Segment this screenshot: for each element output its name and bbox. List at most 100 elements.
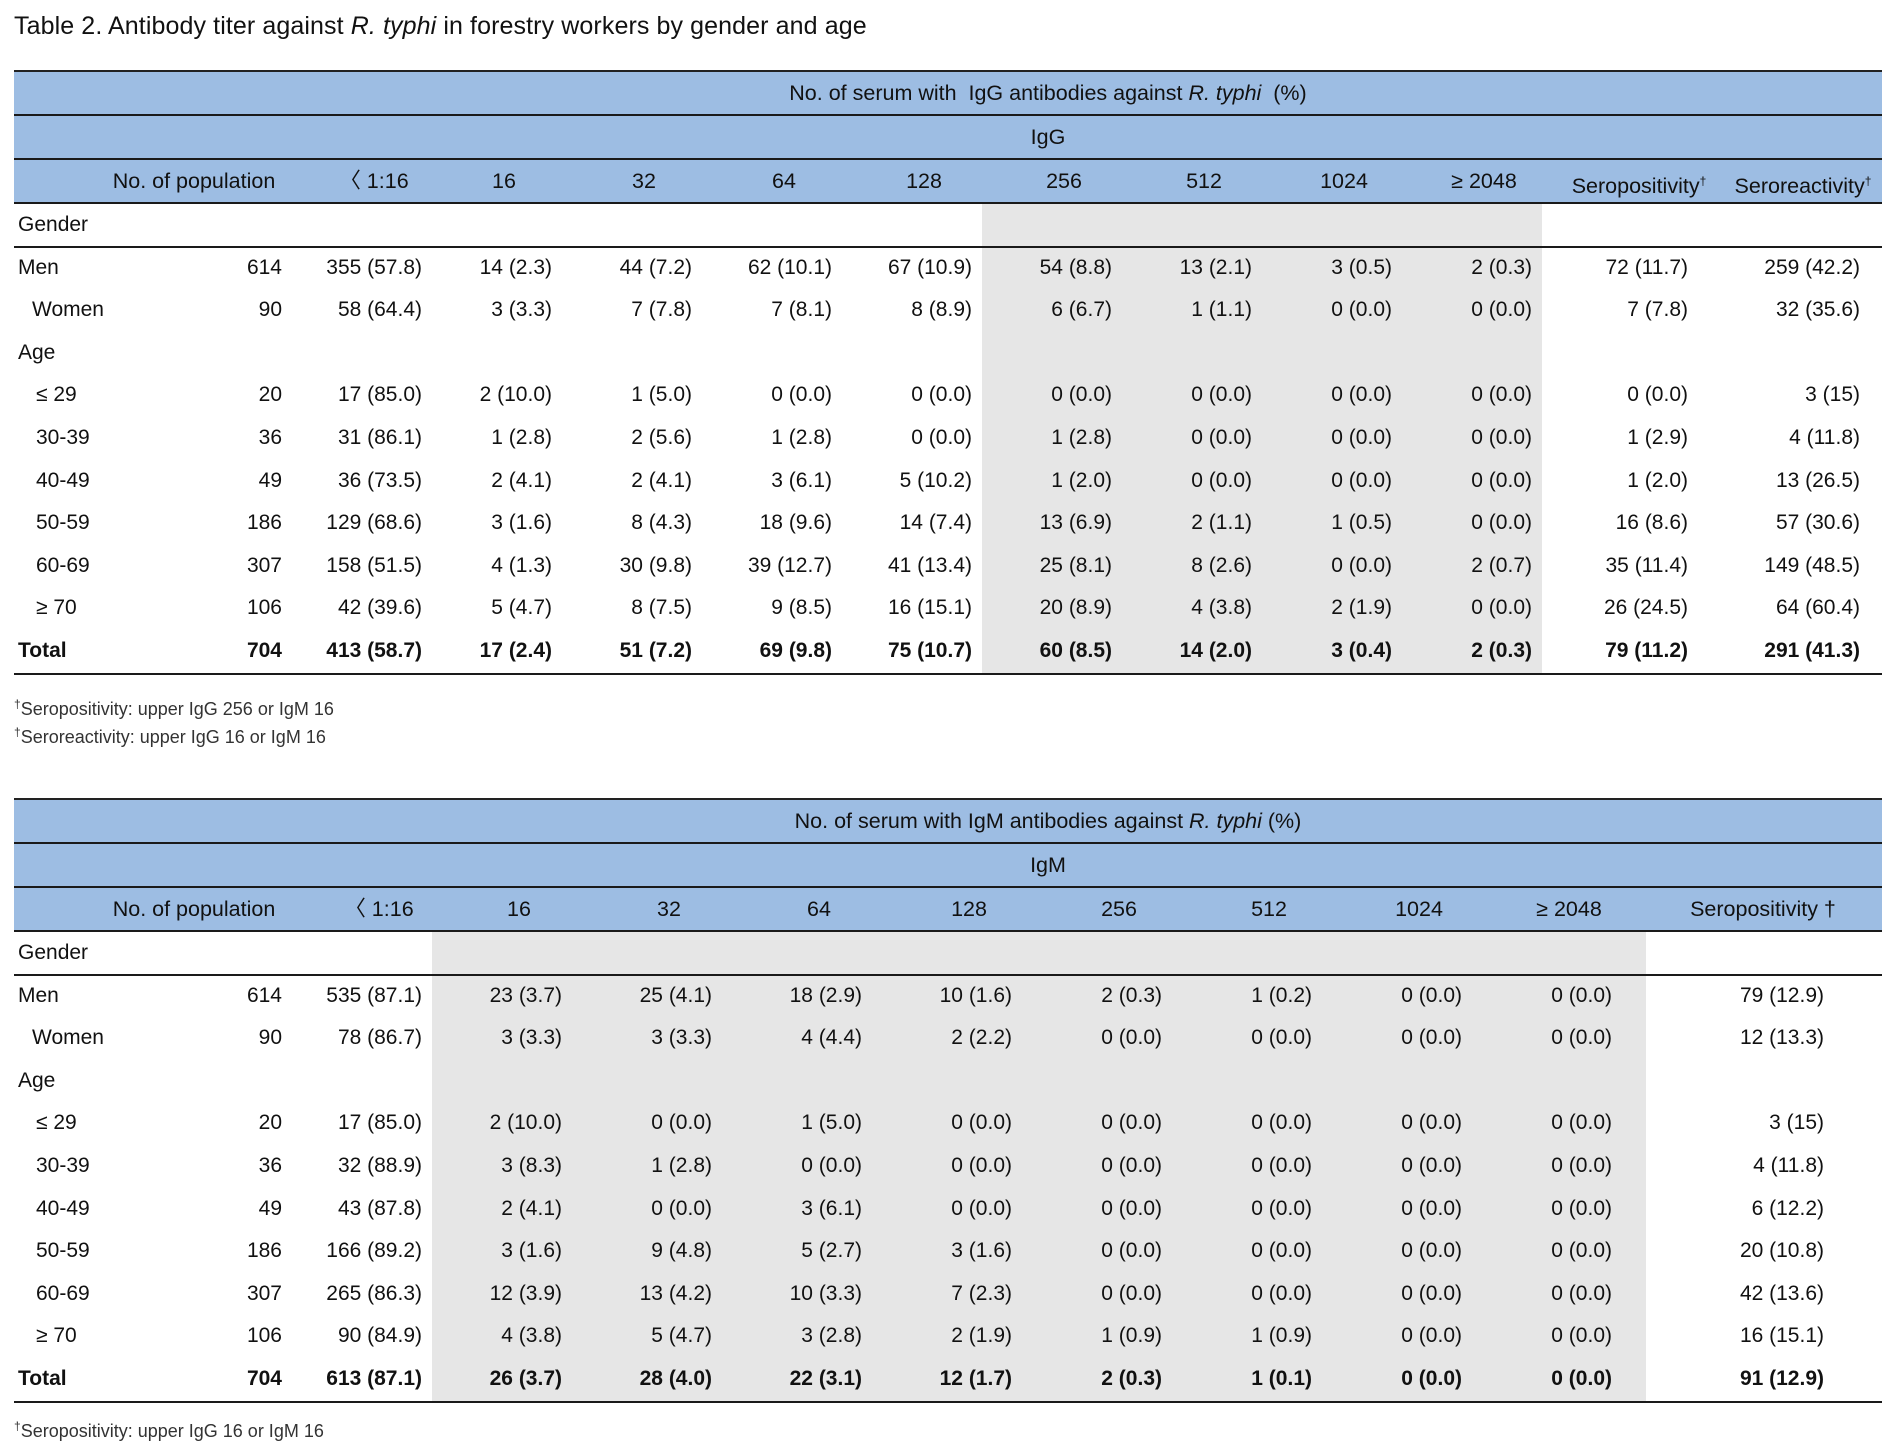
igm-age-row-4-cell-10: 42 (13.6): [1739, 1281, 1824, 1305]
igm-gender-row-0-label: Men: [18, 983, 59, 1007]
igm-age-row-4: 60-69 307 265 (86.3) 12 (3.9) 13 (4.2) 10 (3.…: [14, 1273, 1882, 1315]
igg-age-row-4-cell-9: 2 (0.7): [1471, 553, 1532, 577]
igg-age-row-4-cell-3: 30 (9.8): [619, 553, 692, 577]
igg-age-row-3-cell-8: 1 (0.5): [1331, 511, 1392, 535]
igg-age-row-4-cell-7: 8 (2.6): [1191, 553, 1252, 577]
igg-total-row-cell-0: 704: [246, 639, 282, 662]
igg-age-row-4-cell-1: 158 (51.5): [326, 553, 422, 577]
igg-gender-row-0-cell-1: 355 (57.8): [326, 255, 422, 279]
igg-super-header-row: No. of serum with IgG antibodies against…: [14, 72, 1882, 116]
igg-age-row-4-cell-5: 41 (13.4): [887, 553, 972, 577]
igm-gender-row-0-cell-7: 1 (0.2): [1251, 983, 1312, 1007]
igg-gender-row-1-cell-9: 0 (0.0): [1471, 298, 1532, 322]
igg-age-row-3-cell-3: 8 (4.3): [631, 511, 692, 535]
igg-gender-row-1-cell-4: 7 (8.1): [771, 298, 832, 322]
igm-table: No. of serum with IgM antibodies against…: [14, 798, 1882, 1405]
igm-sub-caption: IgM: [1030, 853, 1066, 877]
igg-total-row-cell-2: 17 (2.4): [479, 639, 552, 662]
igg-age-row-3: 50-59 186 129 (68.6) 3 (1.6) 8 (4.3) 18 (9.6)…: [14, 502, 1882, 544]
igm-total-row-cell-6: 2 (0.3): [1101, 1367, 1162, 1390]
igg-age-row-2-cell-7: 0 (0.0): [1191, 468, 1252, 492]
igm-gender-row-1-cell-7: 0 (0.0): [1251, 1026, 1312, 1050]
igg-gender-row-0-cell-0: 614: [246, 255, 282, 279]
igg-col-header-1: 〈 1:16: [339, 169, 409, 193]
igm-gender-row-0-cell-8: 0 (0.0): [1401, 983, 1462, 1007]
igg-age-row-1-cell-11: 4 (11.8): [1789, 426, 1860, 449]
igm-age-row-0-cell-9: 0 (0.0): [1551, 1111, 1612, 1135]
igm-age-row-0-cell-3: 0 (0.0): [651, 1111, 712, 1135]
igm-age-row-0-cell-8: 0 (0.0): [1401, 1111, 1462, 1135]
title-organism: R. typhi: [350, 12, 437, 40]
igg-age-row-2-cell-3: 2 (4.1): [631, 468, 692, 492]
igm-section-age: Age: [14, 1060, 1882, 1102]
igm-gender-row-0-cell-9: 0 (0.0): [1551, 983, 1612, 1007]
igm-age-row-1-cell-5: 0 (0.0): [951, 1154, 1012, 1177]
igm-age-row-0: ≤ 29 20 17 (85.0) 2 (10.0) 0 (0.0) 1 (5.0) 0 (…: [14, 1102, 1882, 1144]
igm-age-row-1-cell-6: 0 (0.0): [1101, 1154, 1162, 1177]
igm-age-row-4-cell-7: 0 (0.0): [1251, 1281, 1312, 1305]
igg-section-age: Age: [14, 332, 1882, 374]
igm-col-header-9: ≥ 2048: [1536, 897, 1602, 921]
igg-age-row-1-cell-7: 0 (0.0): [1191, 426, 1252, 449]
igg-total-row-cell-10: 79 (11.2): [1605, 639, 1688, 662]
igg-total-row-cell-9: 2 (0.3): [1471, 639, 1532, 662]
igm-col-header-0: No. of population: [112, 897, 276, 921]
igg-age-row-5-cell-5: 16 (15.1): [887, 596, 972, 620]
igm-age-row-3: 50-59 186 166 (89.2) 3 (1.6) 9 (4.8) 5 (2.7) 3…: [14, 1230, 1882, 1272]
igg-col-header-2: 16: [492, 169, 516, 193]
igm-age-row-1-cell-4: 0 (0.0): [801, 1154, 862, 1177]
igm-age-row-3-cell-8: 0 (0.0): [1401, 1239, 1462, 1263]
igg-age-row-3-cell-2: 3 (1.6): [491, 511, 552, 535]
igm-age-row-5-cell-3: 5 (4.7): [651, 1324, 712, 1348]
igg-age-row-5-cell-0: 106: [246, 596, 282, 620]
igg-header: No. of serum with IgG antibodies against…: [14, 70, 1882, 204]
igm-age-row-5-cell-6: 1 (0.9): [1101, 1324, 1162, 1348]
igm-age-row-4-cell-6: 0 (0.0): [1101, 1281, 1162, 1305]
igg-age-row-5-cell-3: 8 (7.5): [631, 596, 692, 620]
igm-col-header-7: 512: [1251, 897, 1287, 921]
igm-age-row-3-label: 50-59: [36, 1239, 90, 1263]
igm-gender-rule: [14, 973, 1882, 976]
igg-col-header-10: Seropositivity†: [1571, 174, 1707, 199]
igg-age-row-2-cell-5: 5 (10.2): [899, 468, 972, 492]
igm-age-row-0-cell-4: 1 (5.0): [801, 1111, 862, 1135]
igm-shaded-band: [432, 932, 1646, 1401]
igm-age-row-1-label: 30-39: [36, 1154, 90, 1177]
igg-age-row-0-cell-11: 3 (15): [1805, 383, 1860, 407]
igm-sub-header-row: IgM: [14, 844, 1882, 888]
igm-gender-row-1-cell-5: 2 (2.2): [951, 1026, 1012, 1050]
igg-age-row-2-cell-11: 13 (26.5): [1775, 468, 1860, 492]
igm-total-row-cell-3: 28 (4.0): [639, 1367, 712, 1390]
igg-col-header-9: ≥ 2048: [1451, 169, 1517, 193]
igg-age-row-0-label: ≤ 29: [36, 383, 77, 407]
igg-gender-row-0-cell-8: 3 (0.5): [1331, 255, 1392, 279]
igm-age-row-4-cell-2: 12 (3.9): [489, 1281, 562, 1305]
igg-age-row-4-cell-11: 149 (48.5): [1764, 553, 1860, 577]
igm-total-row-cell-4: 22 (3.1): [789, 1367, 862, 1390]
table-title: Table 2. Antibody titer against R. typhi…: [14, 12, 867, 40]
igg-age-row-3-cell-10: 16 (8.6): [1615, 511, 1688, 535]
igg-super-caption: No. of serum with IgG antibodies against…: [789, 81, 1307, 105]
igm-gender-row-1-cell-4: 4 (4.4): [801, 1026, 862, 1050]
igg-bottom-rule: [14, 672, 1882, 675]
igm-gender-row-1-cell-0: 90: [258, 1026, 282, 1050]
igg-age-row-3-cell-6: 13 (6.9): [1039, 511, 1112, 535]
igm-footnotes: †Seropositivity: upper IgG 16 or IgM 16: [14, 1412, 324, 1441]
igm-age-row-3-cell-9: 0 (0.0): [1551, 1239, 1612, 1263]
igg-total-row-cell-7: 14 (2.0): [1179, 639, 1252, 662]
igg-age-row-0: ≤ 29 20 17 (85.0) 2 (10.0) 1 (5.0) 0 (0.0) 0 (…: [14, 374, 1882, 416]
igg-col-header-0: No. of population: [112, 169, 276, 193]
igm-gender-row-0-cell-4: 18 (2.9): [789, 983, 862, 1007]
igg-age-row-2-cell-8: 0 (0.0): [1331, 468, 1392, 492]
igg-gender-row-0-cell-11: 259 (42.2): [1764, 255, 1860, 279]
igg-total-row-cell-6: 60 (8.5): [1039, 639, 1112, 662]
igg-age-row-2-cell-4: 3 (6.1): [771, 468, 832, 492]
igg-col-header-4: 64: [772, 169, 796, 193]
igm-total-row-cell-7: 1 (0.1): [1251, 1367, 1312, 1390]
igg-gender-row-0-cell-7: 13 (2.1): [1179, 255, 1252, 279]
igm-age-row-2-label: 40-49: [36, 1196, 90, 1220]
igm-age-row-2-cell-3: 0 (0.0): [651, 1196, 712, 1220]
igg-footnote-1: †Seroreactivity: upper IgG 16 or IgM 16: [14, 725, 326, 747]
igg-age-row-2-cell-10: 1 (2.0): [1627, 468, 1688, 492]
igm-total-row-cell-2: 26 (3.7): [489, 1367, 562, 1390]
